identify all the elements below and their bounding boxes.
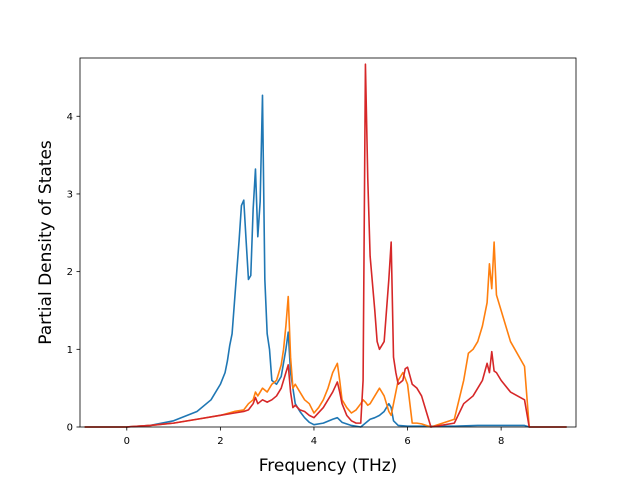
y-tick-label: 4: [67, 112, 73, 123]
y-axis-label: Partial Density of States: [36, 140, 56, 345]
series-layer: [84, 63, 567, 428]
y-tick-label: 3: [67, 189, 73, 200]
x-axis-ticks: 0 2 4 6 8: [124, 427, 504, 447]
plot-area-frame: [79, 57, 577, 428]
x-tick-label: 6: [404, 436, 410, 447]
x-tick-label: 2: [217, 436, 223, 447]
y-axis-ticks: 0 1 2 3 4: [67, 112, 80, 434]
series-line-3: [84, 63, 567, 428]
series-line-1: [84, 94, 567, 428]
y-tick-label: 2: [67, 267, 73, 278]
y-tick-label: 1: [67, 345, 73, 356]
x-tick-label: 8: [498, 436, 504, 447]
y-tick-label: 0: [67, 423, 73, 434]
x-axis-label: Frequency (THz): [259, 456, 398, 476]
x-tick-label: 4: [311, 436, 317, 447]
series-line-2: [84, 241, 567, 428]
x-tick-label: 0: [124, 436, 130, 447]
